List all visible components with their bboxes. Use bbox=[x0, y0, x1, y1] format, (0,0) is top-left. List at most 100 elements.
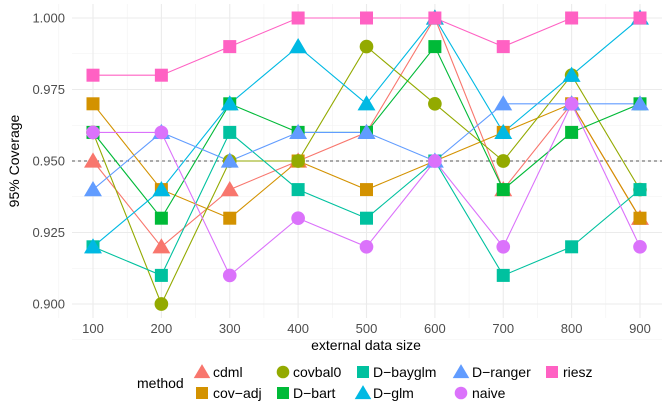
legend-item-cdml: cdml bbox=[193, 364, 243, 380]
legend-item-covbal0: covbal0 bbox=[276, 364, 341, 380]
point-d-bart-600 bbox=[428, 40, 442, 54]
point-d-glm-800 bbox=[562, 66, 581, 82]
point-cdml-300 bbox=[220, 181, 239, 197]
point-naive-200 bbox=[154, 125, 169, 140]
point-d-bayglm-500 bbox=[360, 211, 373, 225]
series-points bbox=[84, 9, 649, 311]
legend-label: riesz bbox=[563, 364, 593, 380]
point-covbal0-500 bbox=[359, 39, 374, 54]
legend-label: D−ranger bbox=[472, 364, 531, 380]
point-riesz-100 bbox=[86, 68, 100, 82]
point-d-glm-200 bbox=[152, 181, 171, 197]
point-d-glm-700 bbox=[494, 123, 513, 140]
x-tick-label: 800 bbox=[561, 321, 583, 336]
point-naive-500 bbox=[359, 239, 374, 254]
point-cov-adj-300 bbox=[223, 211, 237, 225]
legend: method cdml cov−adj covbal0 D−bart D−bayglm D… bbox=[137, 364, 593, 401]
point-d-ranger-500 bbox=[357, 123, 376, 140]
y-tick-label: 1.000 bbox=[32, 11, 65, 26]
legend-key-riesz bbox=[546, 366, 558, 378]
legend-key-d-bayglm bbox=[357, 366, 369, 378]
point-cdml-200 bbox=[152, 238, 171, 254]
point-d-bayglm-300 bbox=[223, 125, 237, 139]
point-d-bart-700 bbox=[496, 183, 510, 197]
point-covbal0-200 bbox=[154, 297, 169, 311]
legend-key-naive bbox=[454, 386, 468, 400]
point-d-bayglm-400 bbox=[291, 183, 305, 197]
point-riesz-300 bbox=[223, 40, 237, 54]
point-naive-400 bbox=[291, 211, 305, 226]
x-tick-label: 600 bbox=[424, 321, 446, 336]
point-naive-900 bbox=[633, 239, 647, 254]
point-d-glm-400 bbox=[289, 38, 308, 54]
x-tick-label: 300 bbox=[219, 321, 241, 336]
point-riesz-700 bbox=[496, 40, 510, 54]
point-d-ranger-400 bbox=[289, 123, 308, 140]
point-riesz-600 bbox=[428, 11, 442, 25]
legend-label: D−glm bbox=[373, 385, 414, 401]
x-axis-title: external data size bbox=[311, 337, 421, 353]
point-riesz-400 bbox=[291, 11, 305, 25]
point-d-ranger-100 bbox=[84, 181, 102, 197]
point-cov-adj-100 bbox=[86, 97, 100, 111]
point-d-bart-200 bbox=[154, 211, 168, 225]
point-d-glm-300 bbox=[220, 95, 239, 111]
point-naive-100 bbox=[86, 125, 100, 140]
y-tick-labels: 0.900 0.925 0.950 0.975 1.000 bbox=[32, 11, 65, 312]
point-naive-600 bbox=[428, 154, 442, 168]
point-naive-700 bbox=[496, 239, 511, 254]
point-covbal0-700 bbox=[496, 154, 511, 168]
point-d-bayglm-900 bbox=[633, 183, 647, 197]
point-covbal0-600 bbox=[428, 96, 442, 111]
legend-item-d-bart: D−bart bbox=[277, 385, 336, 401]
point-d-ranger-900 bbox=[631, 95, 649, 111]
legend-item-naive: naive bbox=[454, 385, 506, 401]
legend-item-d-glm: D−glm bbox=[354, 385, 414, 401]
legend-label: cdml bbox=[213, 364, 243, 380]
point-d-glm-100 bbox=[84, 238, 102, 254]
x-tick-labels: 100 200 300 400 500 600 700 800 900 bbox=[82, 321, 651, 336]
point-d-ranger-700 bbox=[494, 95, 513, 111]
point-riesz-200 bbox=[154, 68, 168, 82]
point-riesz-500 bbox=[360, 11, 373, 25]
x-tick-label: 200 bbox=[151, 321, 173, 336]
point-cov-adj-900 bbox=[633, 211, 647, 225]
x-tick-label: 900 bbox=[629, 321, 651, 336]
legend-title: method bbox=[137, 375, 184, 391]
x-tick-label: 500 bbox=[356, 321, 378, 336]
y-tick-label: 0.900 bbox=[32, 297, 65, 312]
point-d-glm-500 bbox=[357, 95, 376, 111]
point-d-bayglm-200 bbox=[154, 268, 168, 282]
y-tick-label: 0.950 bbox=[32, 154, 65, 169]
legend-key-d-ranger bbox=[452, 364, 470, 379]
y-axis-title: 95% Coverage bbox=[6, 114, 22, 207]
legend-key-cov-adj bbox=[196, 387, 208, 399]
point-riesz-900 bbox=[633, 11, 647, 25]
y-tick-label: 0.975 bbox=[32, 82, 65, 97]
x-tick-label: 400 bbox=[287, 321, 309, 336]
legend-label: D−bart bbox=[293, 385, 336, 401]
point-cov-adj-500 bbox=[360, 183, 373, 197]
y-tick-label: 0.925 bbox=[32, 225, 65, 240]
point-d-bayglm-800 bbox=[565, 240, 579, 254]
point-naive-300 bbox=[222, 268, 237, 283]
legend-label: D−bayglm bbox=[373, 364, 436, 380]
x-tick-label: 700 bbox=[492, 321, 514, 336]
legend-item-riesz: riesz bbox=[546, 364, 593, 380]
legend-label: cov−adj bbox=[213, 385, 262, 401]
point-naive-800 bbox=[564, 96, 579, 111]
legend-key-d-bart bbox=[277, 387, 289, 399]
legend-key-covbal0 bbox=[276, 365, 290, 379]
legend-key-d-glm bbox=[354, 385, 372, 400]
legend-label: covbal0 bbox=[293, 364, 341, 380]
point-d-bayglm-700 bbox=[496, 268, 510, 282]
point-d-bart-800 bbox=[565, 125, 579, 139]
legend-label: naive bbox=[472, 385, 506, 401]
legend-item-d-bayglm: D−bayglm bbox=[357, 364, 436, 380]
point-covbal0-400 bbox=[291, 154, 305, 168]
point-cdml-100 bbox=[84, 152, 102, 168]
x-tick-label: 100 bbox=[82, 321, 104, 336]
point-d-ranger-300 bbox=[220, 152, 239, 168]
legend-item-cov-adj: cov−adj bbox=[196, 385, 262, 401]
legend-key-cdml bbox=[193, 364, 211, 379]
